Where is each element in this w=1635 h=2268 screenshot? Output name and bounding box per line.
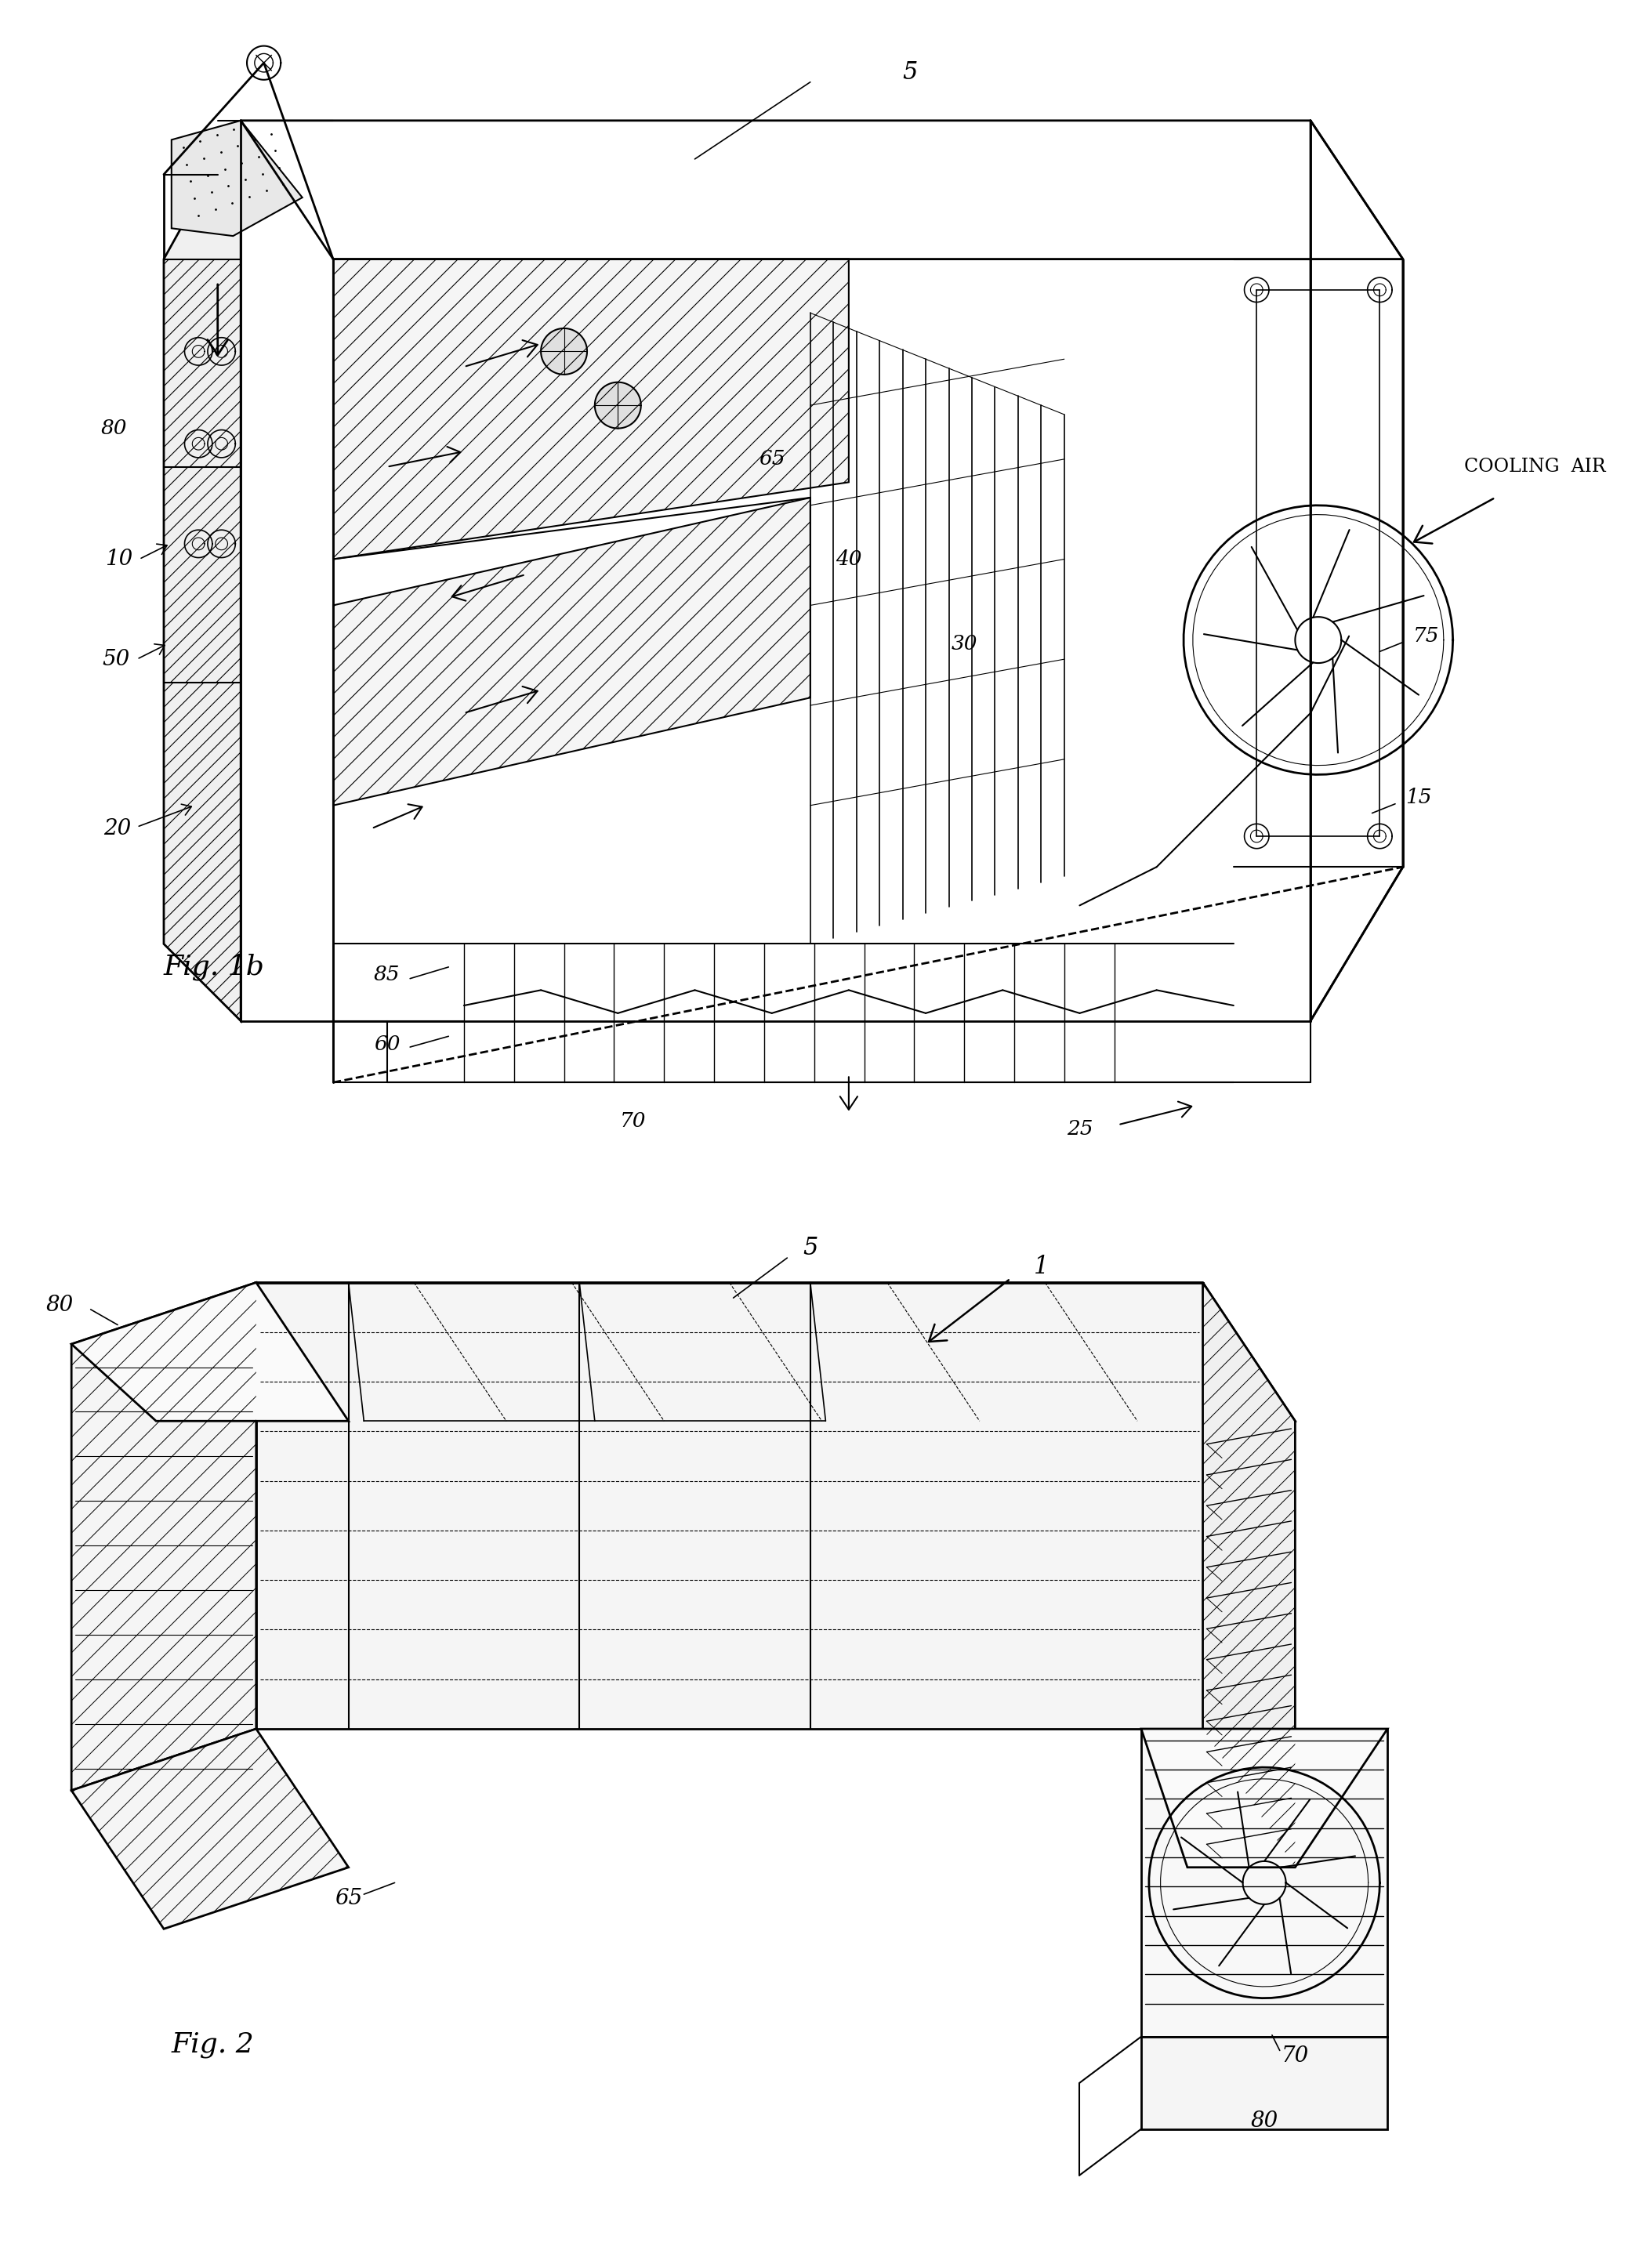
Text: 10: 10 [105,549,132,569]
Text: COOLING  AIR: COOLING AIR [1465,458,1606,476]
Text: 60: 60 [374,1034,401,1055]
Polygon shape [334,497,811,805]
Text: 70: 70 [1282,2046,1310,2066]
Text: 50: 50 [103,649,129,669]
Polygon shape [1141,1728,1388,2037]
Text: Fig. 1b: Fig. 1b [164,953,265,980]
Polygon shape [72,1728,348,1928]
Polygon shape [172,120,302,236]
Polygon shape [1203,1281,1295,1867]
Polygon shape [334,259,849,560]
Text: 80: 80 [1251,2112,1279,2132]
Polygon shape [164,120,240,1021]
Polygon shape [72,1281,348,1422]
Text: 70: 70 [620,1111,646,1132]
Text: 5: 5 [803,1236,818,1261]
Text: 20: 20 [103,819,131,839]
Text: 85: 85 [374,964,401,984]
Text: 1: 1 [1033,1254,1048,1279]
Text: 65: 65 [335,1887,363,1910]
Polygon shape [72,1281,257,1789]
Text: 80: 80 [101,420,128,438]
Text: 80: 80 [46,1295,74,1315]
Text: 15: 15 [1404,787,1431,807]
Polygon shape [541,329,587,374]
Text: 5: 5 [903,61,917,84]
Polygon shape [257,1281,1295,1422]
Polygon shape [1141,1728,1388,1867]
Text: 25: 25 [1066,1118,1092,1139]
Text: 75: 75 [1413,626,1439,646]
Text: 40: 40 [835,549,862,569]
Polygon shape [595,383,641,429]
Polygon shape [257,1281,1203,1728]
Text: Fig. 2: Fig. 2 [172,2032,255,2057]
Text: 65: 65 [759,449,785,469]
Text: 30: 30 [952,635,978,653]
Polygon shape [1141,2037,1388,2130]
